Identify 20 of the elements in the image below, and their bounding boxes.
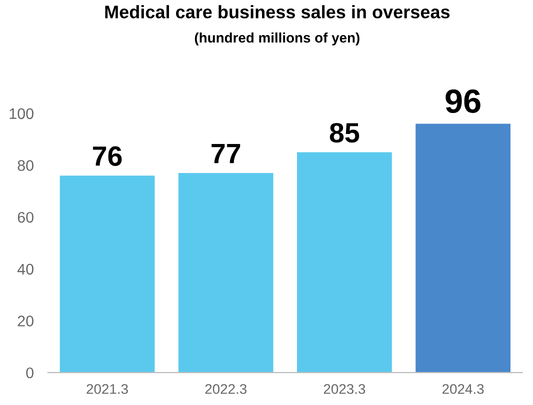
bar xyxy=(60,176,155,373)
y-tick-label: 20 xyxy=(18,316,34,326)
y-tick-label: 100 xyxy=(10,108,34,120)
bar xyxy=(178,173,274,373)
x-tick-label: 2021.3 xyxy=(86,384,128,394)
bar xyxy=(416,124,510,373)
y-tick-label: 40 xyxy=(17,264,34,275)
data-label: 77 xyxy=(212,144,240,164)
data-label: 85 xyxy=(330,122,360,143)
data-label: 96 xyxy=(446,89,480,114)
y-tick-label: 60 xyxy=(18,212,34,223)
y-tick-label: 80 xyxy=(18,160,34,171)
y-tick-label: 0 xyxy=(26,367,34,378)
x-tick-label: 2022.3 xyxy=(205,384,246,394)
x-tick-label: 2023.3 xyxy=(324,384,366,394)
bar xyxy=(297,152,392,373)
x-tick-label: 2024.3 xyxy=(442,384,484,394)
chart-subtitle: (hundred millions of yen) xyxy=(194,32,360,46)
chart-title: Medical care business sales in overseas xyxy=(105,5,450,18)
data-label: 76 xyxy=(93,146,122,166)
